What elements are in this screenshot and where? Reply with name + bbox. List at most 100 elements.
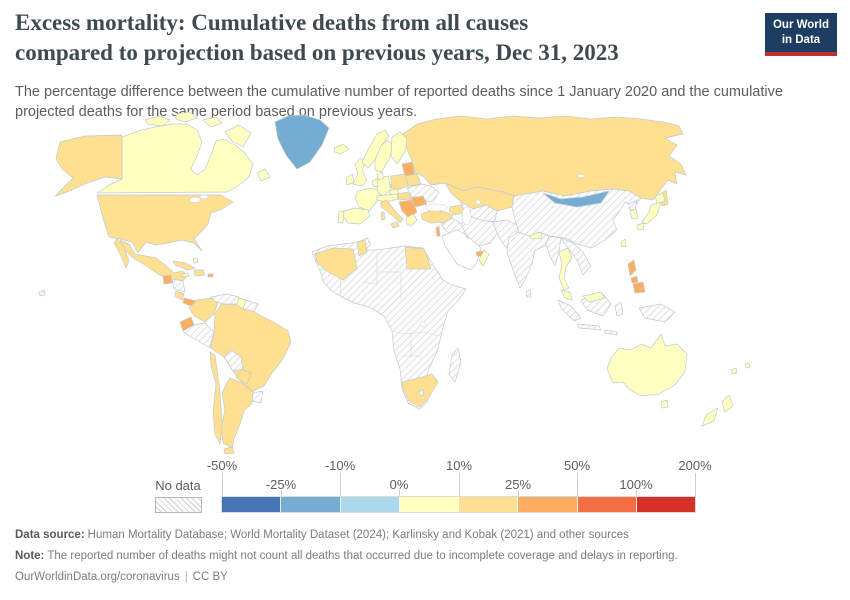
- country-ireland[interactable]: [345, 173, 355, 186]
- country-south-africa[interactable]: [401, 373, 439, 408]
- country-norway[interactable]: [361, 129, 390, 169]
- country-canada[interactable]: [96, 112, 271, 194]
- note-line: Note: The reported number of deaths might…: [15, 549, 678, 565]
- country-usa[interactable]: [54, 134, 234, 254]
- legend-cell[interactable]: [399, 497, 459, 512]
- country-new-zealand[interactable]: [701, 394, 734, 427]
- legend-cell[interactable]: [518, 497, 578, 512]
- country-paraguay[interactable]: [235, 368, 252, 385]
- country-chile[interactable]: [209, 351, 223, 445]
- country-benelux[interactable]: [371, 178, 379, 188]
- country-algeria[interactable]: [314, 247, 358, 281]
- legend-tick: [399, 490, 400, 497]
- country-denmark[interactable]: [376, 171, 385, 181]
- country-jamaica[interactable]: [181, 272, 190, 278]
- legend-cell[interactable]: [222, 497, 282, 512]
- legend-tick: [577, 473, 578, 497]
- logo-line-1: Our World: [772, 19, 829, 31]
- country-hispaniola[interactable]: [193, 269, 206, 277]
- country-myanmar[interactable]: [545, 235, 562, 267]
- legend-tick: [459, 473, 460, 497]
- chart-subtitle: The percentage difference between the cu…: [15, 82, 805, 122]
- country-spain[interactable]: [342, 207, 371, 225]
- country-poland[interactable]: [390, 173, 409, 191]
- country-portugal[interactable]: [337, 210, 345, 224]
- country-caucasus[interactable]: [448, 204, 467, 216]
- country-cuba[interactable]: [172, 260, 196, 271]
- country-switzerland-austria[interactable]: [376, 193, 399, 203]
- country-balkans[interactable]: [398, 199, 418, 219]
- country-italy[interactable]: [380, 199, 404, 229]
- country-greenland[interactable]: [274, 114, 330, 170]
- legend-tick-label: 200%: [678, 458, 712, 473]
- lake-baikal: [577, 174, 585, 178]
- legend-cell[interactable]: [340, 497, 400, 512]
- country-israel[interactable]: [435, 225, 441, 237]
- country-france[interactable]: [354, 187, 382, 212]
- country-malaysia[interactable]: [560, 289, 606, 303]
- country-oman[interactable]: [478, 249, 490, 267]
- legend-tick-label: -25%: [265, 477, 297, 492]
- legend-tick: [281, 490, 282, 497]
- country-egypt[interactable]: [404, 246, 432, 270]
- legend-tick-label: 0%: [389, 477, 409, 492]
- legend-cell[interactable]: [636, 497, 695, 512]
- country-indochina[interactable]: [560, 237, 592, 276]
- country-tunisia[interactable]: [356, 239, 368, 257]
- data-source-text: Human Mortality Database; World Mortalit…: [87, 529, 629, 541]
- legend-cell[interactable]: [281, 497, 341, 512]
- country-finland[interactable]: [390, 131, 408, 165]
- legend-tick-label: 100%: [619, 477, 653, 492]
- country-lesotho[interactable]: [418, 389, 425, 397]
- legend-tick-label: 10%: [445, 458, 473, 473]
- country-indonesia[interactable]: [557, 293, 624, 336]
- country-iceland[interactable]: [333, 143, 350, 155]
- legend-color-bar: [221, 496, 696, 513]
- country-united-kingdom[interactable]: [352, 157, 368, 187]
- legend-cell[interactable]: [459, 497, 519, 512]
- owid-link[interactable]: OurWorldinData.org/coronavirus: [15, 571, 180, 583]
- logo-line-2: in Data: [781, 33, 821, 46]
- title-line-1: Excess mortality: Cumulative deaths from…: [15, 10, 529, 35]
- country-arabian-peninsula[interactable]: [441, 229, 482, 271]
- country-south-korea[interactable]: [629, 208, 639, 220]
- country-uruguay[interactable]: [251, 390, 264, 404]
- country-china[interactable]: [511, 188, 642, 249]
- title-line-2: compared to projection based on previous…: [15, 39, 619, 65]
- country-taiwan[interactable]: [620, 238, 627, 248]
- country-bahamas[interactable]: [192, 257, 199, 264]
- country-mexico[interactable]: [113, 238, 189, 284]
- legend-cell[interactable]: [577, 497, 637, 512]
- country-kazakhstan[interactable]: [444, 182, 515, 212]
- country-peru[interactable]: [182, 322, 215, 349]
- legend-tick-label: 50%: [563, 458, 591, 473]
- country-bolivia[interactable]: [223, 349, 244, 372]
- country-greece[interactable]: [405, 213, 418, 227]
- country-papua-new-guinea[interactable]: [638, 303, 676, 323]
- country-mongolia[interactable]: [542, 190, 610, 208]
- country-hawaii[interactable]: [38, 289, 46, 297]
- country-brazil[interactable]: [210, 303, 292, 392]
- country-puerto-rico[interactable]: [207, 273, 214, 278]
- world-map: [38, 112, 751, 455]
- country-india[interactable]: [506, 231, 550, 289]
- country-hungary-slovakia[interactable]: [396, 191, 412, 201]
- country-costa-rica[interactable]: [174, 290, 185, 301]
- lake-victoria: [419, 321, 427, 327]
- country-honduras-nicaragua[interactable]: [171, 278, 186, 293]
- country-australia[interactable]: [606, 333, 688, 409]
- legend-tick: [340, 473, 341, 497]
- country-sri-lanka[interactable]: [525, 289, 532, 298]
- country-thailand[interactable]: [558, 247, 573, 291]
- country-baltics[interactable]: [401, 161, 416, 177]
- country-argentina[interactable]: [220, 377, 254, 455]
- country-colombia[interactable]: [188, 297, 219, 323]
- country-philippines[interactable]: [627, 259, 646, 294]
- country-pacific-islands[interactable]: [730, 362, 751, 375]
- country-madagascar[interactable]: [448, 347, 462, 383]
- owid-logo[interactable]: Our World in Data: [765, 13, 837, 56]
- legend-no-data-swatch[interactable]: [155, 497, 202, 513]
- country-japan[interactable]: [636, 192, 666, 231]
- country-guatemala[interactable]: [162, 274, 173, 285]
